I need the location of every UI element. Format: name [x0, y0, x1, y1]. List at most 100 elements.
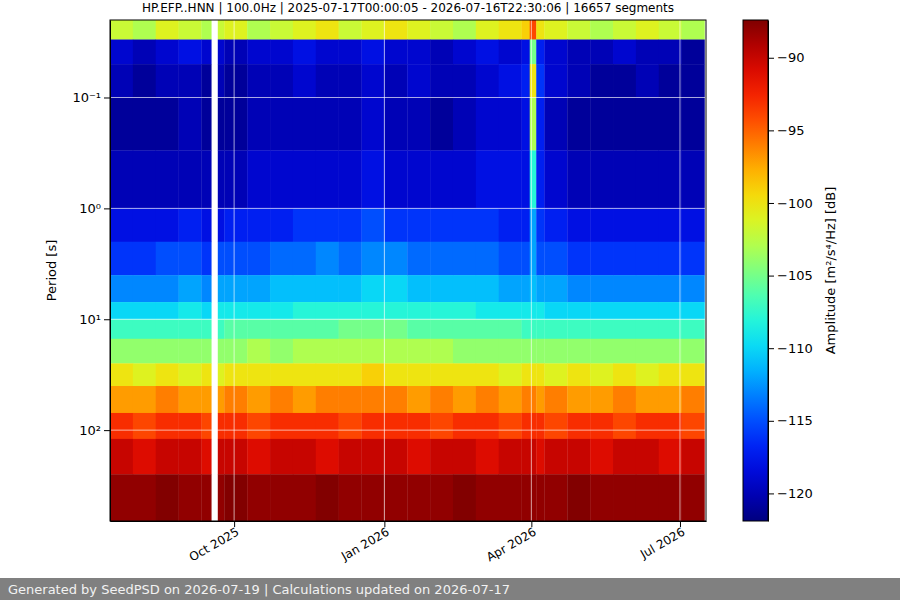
heatmap-cell [247, 40, 270, 65]
heatmap-cell [530, 242, 537, 276]
heatmap-cell [247, 97, 270, 150]
heatmap-cell [544, 363, 567, 386]
heatmap-cell [218, 474, 225, 521]
heatmap-cell [536, 64, 544, 98]
heatmap-cell [201, 97, 211, 150]
title: HP.EFP..HNN | 100.0Hz | 2025-07-17T00:00… [142, 1, 674, 15]
heatmap-cell [476, 319, 499, 339]
heatmap-cell [270, 97, 293, 150]
heatmap-cell [530, 302, 537, 319]
heatmap-cell [156, 413, 179, 439]
heatmap-cell [544, 319, 567, 339]
heatmap-cell [430, 302, 453, 319]
heatmap-cell [384, 20, 407, 40]
heatmap-cell [407, 275, 430, 302]
colorbar-tick: −115 [768, 413, 813, 428]
heatmap-cell [590, 319, 613, 339]
heatmap-cell [218, 40, 225, 65]
heatmap-cell [218, 275, 225, 302]
heatmap-cell [499, 40, 522, 65]
heatmap-cell [407, 413, 430, 439]
heatmap-cell [567, 208, 590, 242]
heatmap-cell [201, 242, 211, 276]
heatmap-cell [544, 413, 567, 439]
heatmap-cell [430, 319, 453, 339]
heatmap-cell [110, 302, 133, 319]
heatmap-cell [682, 150, 705, 208]
heatmap-cell [682, 386, 705, 413]
heatmap-cell [536, 339, 544, 364]
heatmap-cell [156, 208, 179, 242]
heatmap-cell [567, 319, 590, 339]
heatmap-cell [316, 319, 339, 339]
heatmap-cell [362, 319, 385, 339]
heatmap-cell [133, 339, 156, 364]
grid [110, 20, 706, 521]
heatmap-cell [476, 40, 499, 65]
heatmap-cell [293, 20, 316, 40]
heatmap-cell [590, 302, 613, 319]
heatmap-cell [316, 474, 339, 521]
colorbar-tick-mark [768, 493, 774, 494]
colorbar-tick-label: −90 [777, 50, 804, 65]
heatmap-cell [453, 439, 476, 475]
heatmap-cell [201, 275, 211, 302]
heatmap-cell [179, 150, 202, 208]
heatmap-cell [544, 40, 567, 65]
heatmap-cell [156, 474, 179, 521]
heatmap-cell [476, 474, 499, 521]
heatmap-cell [384, 242, 407, 276]
heatmap-cell [522, 363, 530, 386]
heatmap-cell [218, 20, 225, 40]
heatmap-cell [247, 20, 270, 40]
heatmap-cell [218, 97, 225, 150]
heatmap-cell [339, 242, 362, 276]
heatmap-cell [247, 208, 270, 242]
heatmap-cell [384, 208, 407, 242]
heatmap-cell [407, 339, 430, 364]
y-tick-label: 10⁰ [79, 201, 101, 216]
heatmap-cell [218, 150, 225, 208]
heatmap-cell [430, 20, 453, 40]
heatmap-cell [362, 97, 385, 150]
heatmap-cell [316, 439, 339, 475]
heatmap-cell [270, 413, 293, 439]
heatmap-cell [384, 302, 407, 319]
heatmap-cell [613, 363, 636, 386]
heatmap-cell [156, 439, 179, 475]
heatmap-cell [499, 474, 522, 521]
heatmap-cell [530, 208, 537, 242]
heatmap-cell [453, 97, 476, 150]
heatmap-cell [224, 319, 247, 339]
colorbar-tick-label: −115 [777, 413, 813, 428]
heatmap [110, 20, 705, 521]
heatmap-cell [536, 40, 544, 65]
heatmap-cell [453, 40, 476, 65]
heatmap-cell [476, 97, 499, 150]
y-tick: 10⁻¹ [72, 90, 110, 105]
heatmap-cell [590, 275, 613, 302]
heatmap-cell [682, 64, 705, 98]
heatmap-cell [613, 339, 636, 364]
heatmap-cell [384, 474, 407, 521]
heatmap-cell [682, 339, 705, 364]
heatmap-cell [567, 339, 590, 364]
heatmap-cell [590, 474, 613, 521]
heatmap-cell [536, 439, 544, 475]
heatmap-cell [522, 474, 530, 521]
heatmap-cell [270, 339, 293, 364]
heatmap-cell [339, 386, 362, 413]
heatmap-cell [636, 64, 659, 98]
colorbar-axis: −90−95−100−105−110−115−120 [768, 21, 813, 522]
heatmap-cell [682, 275, 705, 302]
heatmap-cell [636, 319, 659, 339]
heatmap-cell [522, 242, 530, 276]
heatmap-cell [476, 64, 499, 98]
x-tick: Jan 2026 [338, 521, 392, 564]
heatmap-cell [407, 97, 430, 150]
heatmap-cell [536, 275, 544, 302]
heatmap-cell [636, 150, 659, 208]
heatmap-cell [613, 474, 636, 521]
heatmap-cell [293, 363, 316, 386]
heatmap-cell [224, 363, 247, 386]
